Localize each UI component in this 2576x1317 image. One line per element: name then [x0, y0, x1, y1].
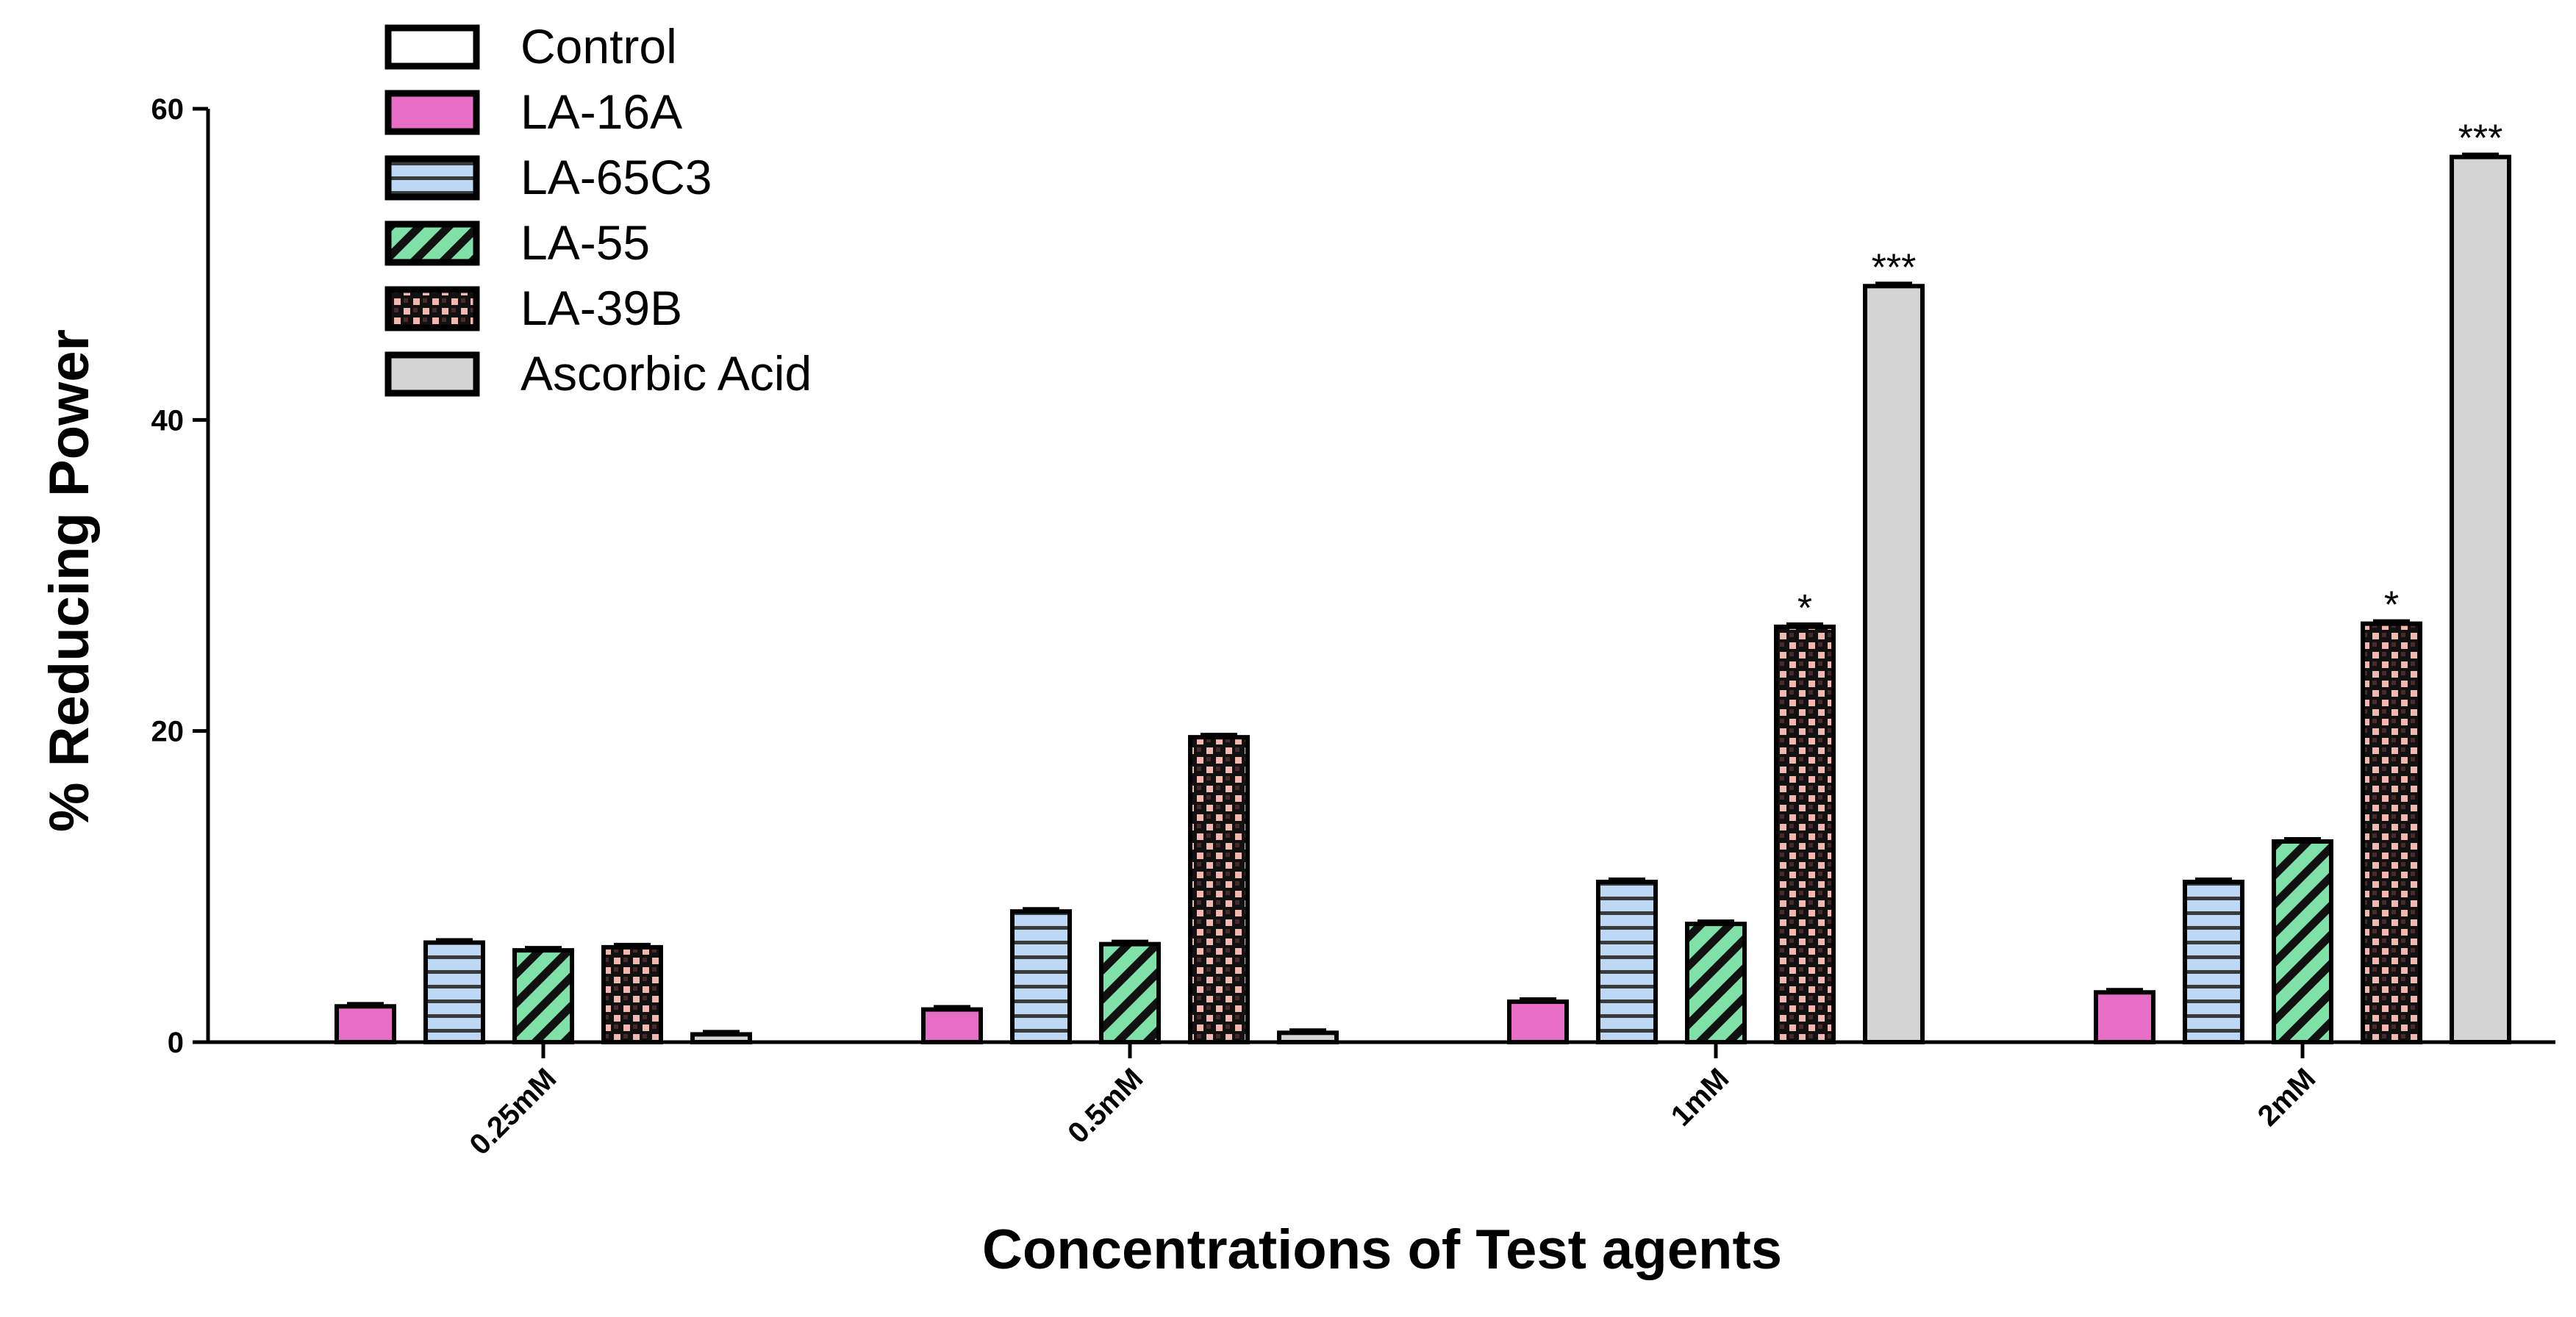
bar-la-16a	[2096, 992, 2153, 1042]
x-axis-title: Concentrations of Test agents	[982, 1219, 1782, 1281]
bar-la-55	[2274, 841, 2331, 1042]
bar-la-65c3	[1598, 882, 1656, 1042]
bar-la-16a	[1509, 1002, 1567, 1042]
legend-label: LA-65C3	[520, 150, 712, 204]
legend-label: Ascorbic Acid	[520, 346, 812, 401]
bar-ascorbic-acid	[1279, 1033, 1337, 1042]
bar-la-39b	[2363, 624, 2420, 1042]
significance-label: ***	[2458, 118, 2503, 160]
legend: Control LA-16A LA-65C3 LA-55 LA-39B Ascorbic …	[388, 19, 812, 401]
bar-la-55	[1101, 944, 1159, 1042]
legend-label: LA-55	[520, 215, 650, 270]
y-tick-label: 0	[168, 1027, 184, 1059]
bar-la-65c3	[1012, 911, 1070, 1042]
significance-label: ***	[1872, 246, 1917, 289]
y-axis-title: % Reducing Power	[38, 329, 101, 832]
x-tick-labels: 0.25mM 0.5mM 1mM 2mM	[463, 1042, 2322, 1161]
legend-label: LA-16A	[520, 85, 682, 139]
y-ticks: 0 20 40 60	[151, 93, 209, 1059]
bar-la-39b	[1190, 737, 1248, 1042]
x-tick-label: 1mM	[1665, 1062, 1736, 1133]
bar-la-39b	[604, 947, 661, 1042]
y-tick-label: 20	[151, 716, 185, 748]
legend-swatch	[388, 159, 476, 197]
legend-swatch	[388, 28, 476, 66]
x-tick-label: 2mM	[2252, 1062, 2322, 1133]
legend-label: LA-39B	[520, 281, 682, 335]
significance-label: *	[1797, 587, 1812, 630]
legend-swatch	[388, 93, 476, 132]
bar-la-65c3	[426, 943, 483, 1042]
bar-chart: 0204060 ******** 0.25mM 0.5mM 1mM 2mM % Red…	[0, 0, 2576, 1313]
x-tick-label: 0.25mM	[463, 1062, 562, 1161]
legend-swatch	[388, 224, 476, 262]
bar-la-55	[1687, 924, 1745, 1042]
bar-ascorbic-acid	[693, 1034, 750, 1042]
bar-la-16a	[337, 1006, 394, 1042]
bars: ********	[337, 118, 2509, 1042]
legend-label: Control	[520, 19, 677, 73]
significance-label: *	[2384, 584, 2399, 627]
bar-la-16a	[923, 1010, 981, 1042]
x-tick-label: 0.5mM	[1062, 1062, 1149, 1149]
y-tick-label: 40	[151, 404, 185, 437]
bar-ascorbic-acid	[1865, 286, 1922, 1042]
y-tick-label: 60	[151, 93, 185, 126]
bar-la-39b	[1776, 627, 1833, 1042]
bar-la-55	[515, 950, 572, 1042]
bar-ascorbic-acid	[2452, 157, 2509, 1042]
chart-container: 0 20 40 60 * *** * *** 0.25mM 0.5mM 1mM 2mM % Red…	[0, 0, 2576, 1313]
legend-swatch	[388, 290, 476, 328]
bar-la-65c3	[2185, 882, 2242, 1042]
legend-swatch	[388, 355, 476, 393]
